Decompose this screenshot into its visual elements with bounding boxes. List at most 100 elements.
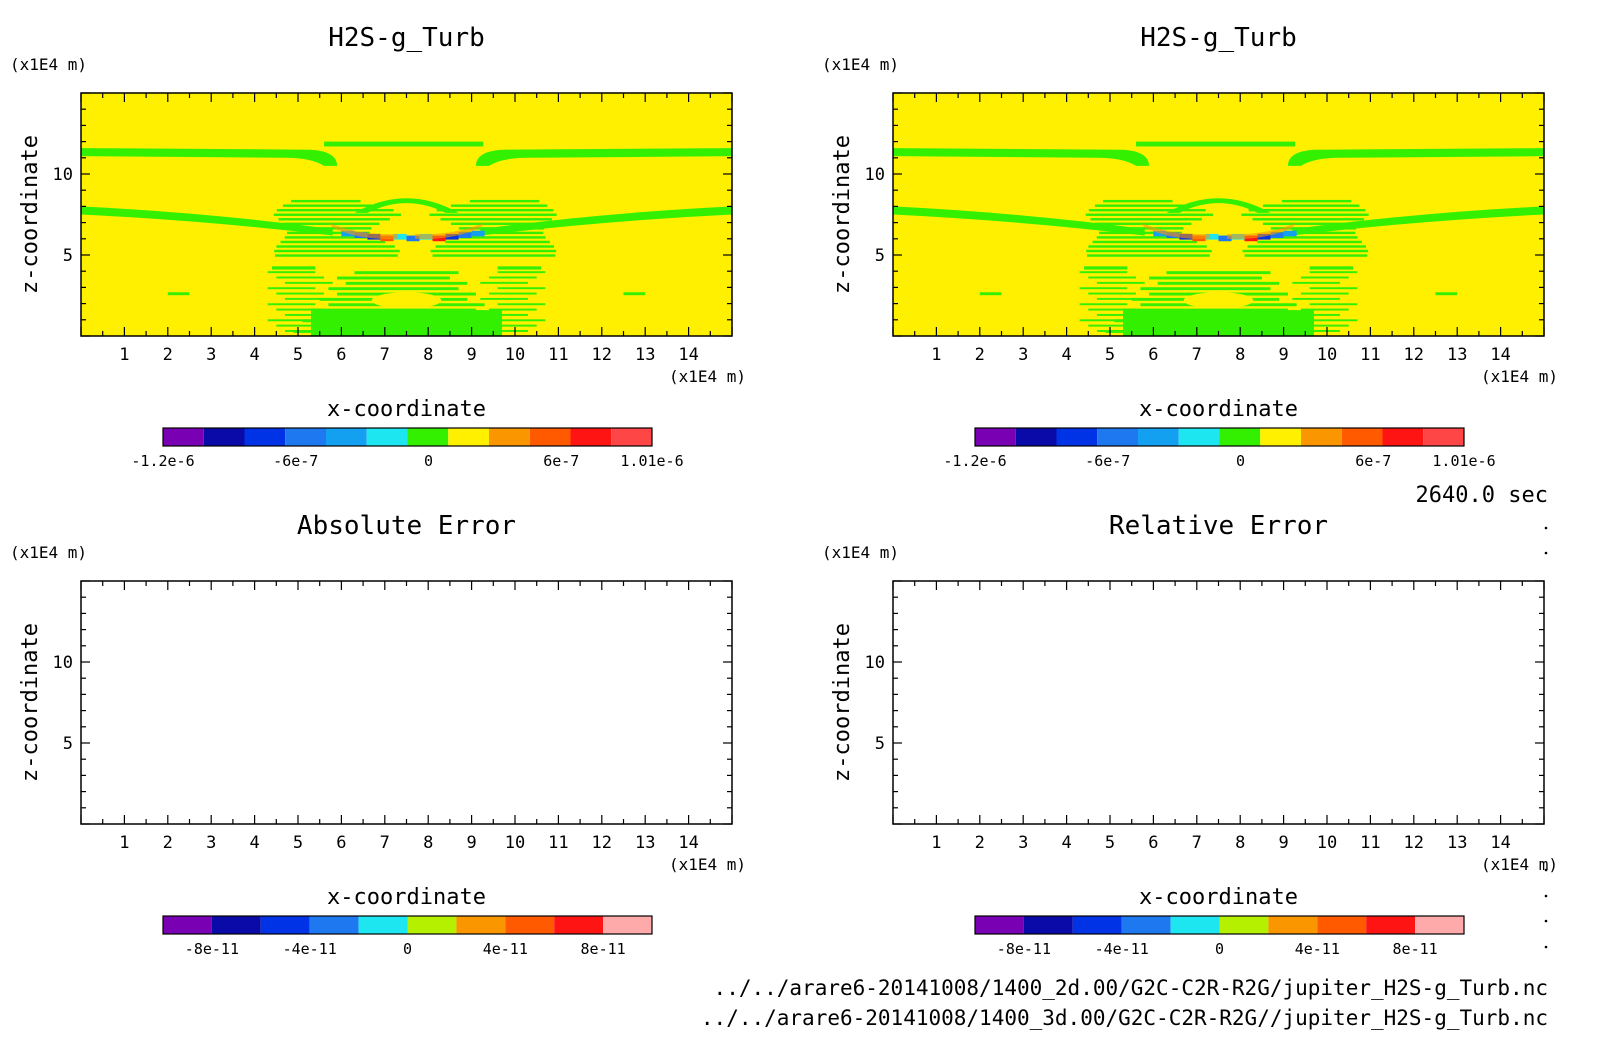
- colorbar-label: 0: [1236, 452, 1245, 470]
- dot: [1544, 945, 1548, 949]
- mound-hole: [1183, 292, 1254, 309]
- x-tick-label: 6: [1148, 345, 1158, 365]
- core-arc-right: [1227, 222, 1297, 239]
- x-tick-label: 9: [1278, 833, 1288, 853]
- x-unit-label: (x1E4 m): [669, 855, 746, 874]
- x-tick-label: 10: [505, 345, 525, 365]
- core-cell: [393, 233, 407, 240]
- colorbar-cell: [1023, 916, 1073, 934]
- colorbar-cell: [456, 916, 506, 934]
- stripe-left: [1088, 208, 1206, 212]
- core-cell: [1283, 230, 1297, 237]
- x-tick-label: 12: [1404, 345, 1424, 365]
- mound-left-stripe: [1096, 313, 1145, 316]
- colorbar-label: 0: [424, 452, 433, 470]
- x-tick-label: 12: [592, 345, 612, 365]
- y-unit-label: (x1E4 m): [10, 55, 87, 74]
- panel-title: H2S-g_Turb: [1140, 23, 1297, 53]
- mound-right-stripe: [497, 319, 546, 322]
- x-tick-label: 6: [1148, 833, 1158, 853]
- stripe-right: [1262, 204, 1360, 207]
- core-arc-right: [415, 222, 485, 239]
- colorbar-cell: [1268, 916, 1318, 934]
- dot: [1544, 894, 1548, 898]
- colorbar-label: -1.2e-6: [131, 452, 194, 470]
- colorbar-label: 0: [1215, 940, 1224, 958]
- mound-left-stripe: [276, 292, 325, 295]
- band-mid-left: [81, 206, 333, 236]
- core-arc-left: [1140, 222, 1210, 239]
- mound-right-stripe: [1300, 308, 1349, 311]
- colorbar-cell: [1301, 428, 1342, 446]
- stripe-right: [1241, 213, 1369, 216]
- mound-right-stripe: [1300, 276, 1349, 279]
- colorbar-label: 4e-11: [1295, 940, 1340, 958]
- x-unit-label: (x1E4 m): [669, 367, 746, 386]
- stripe-left: [1099, 231, 1182, 235]
- dot: [1544, 526, 1548, 530]
- stripe-right: [450, 222, 548, 226]
- stripe-left: [286, 227, 372, 230]
- mound-right-stripe: [480, 297, 529, 300]
- x-tick-label: 13: [635, 345, 655, 365]
- x-tick-label: 4: [1061, 345, 1071, 365]
- x-tick-label: 9: [466, 345, 476, 365]
- panel-title: Relative Error: [1109, 511, 1328, 541]
- stripe-left: [287, 231, 370, 235]
- colorbar-cell: [1219, 428, 1261, 446]
- band-upper-right: [475, 148, 732, 166]
- mound-right-stripe: [488, 292, 537, 295]
- colorbar-label: 6e-7: [1355, 452, 1391, 470]
- mound-right-stripe: [1292, 297, 1341, 300]
- y-unit-label: (x1E4 m): [822, 55, 899, 74]
- mound-row: [328, 287, 459, 291]
- mound-left-stripe: [1079, 271, 1128, 274]
- colorbar-label: 1.01e-6: [1432, 452, 1495, 470]
- stripe-left: [1103, 199, 1173, 203]
- y-tick-label: 5: [875, 246, 885, 266]
- x-tick-label: 6: [336, 833, 346, 853]
- x-tick-label: 4: [249, 345, 259, 365]
- colorbar-frame: [162, 427, 653, 447]
- colorbar-label: -4e-11: [1095, 940, 1149, 958]
- mound-row: [1157, 281, 1280, 285]
- y-axis-label: z-coordinate: [830, 135, 855, 294]
- core-cell: [1153, 230, 1167, 237]
- colorbar-cell: [358, 916, 408, 934]
- stripe-left: [1090, 218, 1202, 221]
- x-tick-label: 1: [119, 345, 129, 365]
- y-tick-label: 5: [63, 734, 73, 754]
- x-tick-label: 8: [1235, 345, 1245, 365]
- dot: [1544, 919, 1548, 923]
- mound-left-stripe: [276, 276, 325, 279]
- x-axis-label: x-coordinate: [1139, 885, 1298, 910]
- mound-row: [1166, 271, 1271, 275]
- stripe-left: [282, 204, 380, 207]
- colorbar-label: -4e-11: [283, 940, 337, 958]
- stripe-left: [284, 236, 376, 239]
- stripe-left: [278, 218, 390, 221]
- mound-left-stripe: [1088, 276, 1137, 279]
- core-arc-left: [328, 222, 398, 239]
- blob: [1309, 266, 1354, 270]
- colorbar-cell: [1341, 428, 1383, 446]
- y-tick-label: 10: [53, 653, 73, 673]
- panel-1: H2S-g_Turb(x1E4 m)1 2 3 4 5 6 7 8 9 10 11 12 13 14510…: [10, 23, 746, 470]
- file-path-1: ../../arare6-20141008/1400_2d.00/G2C-C2R…: [714, 976, 1548, 1000]
- colorbar-cell: [489, 428, 530, 446]
- stripe-right: [1248, 208, 1366, 212]
- mound-left-stripe: [284, 313, 333, 316]
- mound-right-stripe: [1300, 292, 1349, 295]
- stripe-left: [280, 240, 386, 244]
- mound-left-stripe: [276, 308, 325, 311]
- x-tick-label: 4: [1061, 833, 1071, 853]
- colorbar-label: 6e-7: [543, 452, 579, 470]
- colorbar-frame: [974, 915, 1465, 935]
- blob: [1435, 292, 1458, 296]
- stripe-right: [1267, 236, 1358, 239]
- band-upper-center: [324, 141, 484, 147]
- mound-right-stripe: [1309, 271, 1358, 274]
- x-tick-label: 13: [1447, 833, 1467, 853]
- dot: [1544, 868, 1548, 872]
- stripe-left: [1096, 236, 1188, 239]
